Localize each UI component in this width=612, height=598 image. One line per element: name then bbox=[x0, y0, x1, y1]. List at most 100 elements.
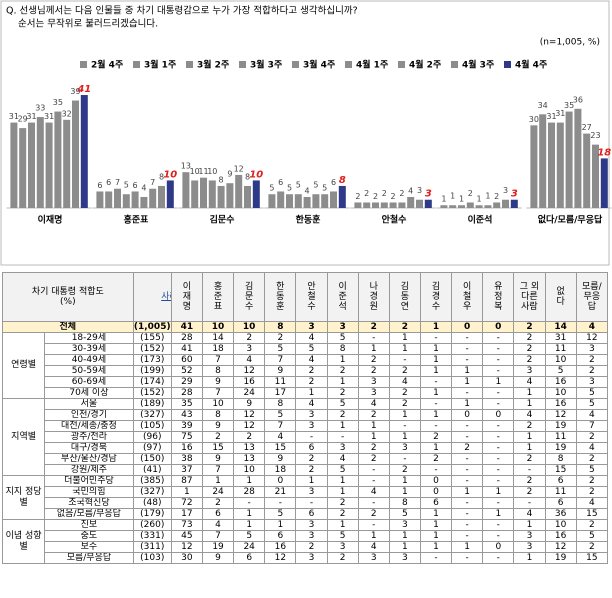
value-cell: 8 bbox=[264, 398, 297, 410]
header-text: 한동훈 bbox=[276, 282, 285, 312]
value-label: 5 bbox=[322, 184, 327, 193]
value-cell: 13 bbox=[233, 442, 266, 454]
value-cell: - bbox=[482, 354, 515, 366]
value-cell: 12 bbox=[544, 409, 577, 421]
value-cell: 21 bbox=[264, 486, 297, 498]
value-cell: 3 bbox=[295, 530, 328, 542]
row-label: 보수 bbox=[44, 541, 134, 553]
bar bbox=[574, 108, 582, 208]
value-cell: 2 bbox=[357, 508, 390, 520]
value-label: 1 bbox=[459, 195, 464, 204]
value-cell: - bbox=[482, 431, 515, 443]
value-cell: 2 bbox=[326, 387, 359, 399]
header-cell: 사례수 bbox=[132, 272, 172, 322]
value-cell: 2 bbox=[357, 453, 390, 465]
value-cell: 5 bbox=[388, 508, 421, 520]
value-cell: 3 bbox=[295, 486, 328, 498]
value-cell: 2 bbox=[513, 332, 546, 344]
value-label: 36 bbox=[573, 95, 583, 104]
header-cell: 이철우 bbox=[451, 272, 484, 322]
value-cell: 1 bbox=[201, 475, 235, 487]
value-cell: - bbox=[482, 552, 515, 564]
value-cell: 3 bbox=[326, 442, 359, 454]
value-cell: 1 bbox=[233, 508, 266, 520]
row-label: 광주/전라 bbox=[44, 431, 134, 443]
sample-size: (385) bbox=[132, 475, 172, 487]
data-row: 대구/경북 (97) 16 15 13 15 6 3 2 3 1 2-1 19 4 bbox=[3, 442, 609, 454]
value-cell: 36 bbox=[544, 508, 577, 520]
bar bbox=[330, 191, 337, 208]
value-cell: 5 bbox=[326, 530, 359, 542]
header-cell: 유정복 bbox=[482, 272, 515, 322]
value-cell: 1 bbox=[419, 354, 453, 366]
value-cell: - bbox=[482, 475, 515, 487]
value-cell: 5 bbox=[264, 409, 297, 421]
bar bbox=[363, 202, 371, 208]
value-cell: 2 bbox=[575, 475, 609, 487]
value-label: 2 bbox=[364, 189, 369, 198]
header-cell: 이재명 bbox=[170, 272, 203, 322]
value-cell: - bbox=[419, 332, 453, 344]
value-cell: 29 bbox=[170, 376, 203, 388]
bar bbox=[208, 180, 216, 208]
value-cell: 3 bbox=[388, 519, 421, 531]
value-cell: 7 bbox=[201, 530, 235, 542]
row-label: 조국혁신당 bbox=[44, 497, 134, 509]
sample-size: (174) bbox=[132, 376, 172, 388]
value-cell: 1 bbox=[513, 519, 546, 531]
value-cell: 7 bbox=[201, 464, 235, 476]
legend-label: 3월 1주 bbox=[144, 59, 176, 71]
group-label: 지역별 bbox=[1, 398, 46, 476]
value-cell: 11 bbox=[544, 431, 577, 443]
value-cell: - bbox=[419, 398, 453, 410]
value-label: 5 bbox=[269, 184, 274, 193]
value-cell: 3 bbox=[357, 387, 390, 399]
value-cell: 5 bbox=[575, 464, 609, 476]
value-cell: 2 bbox=[357, 354, 390, 366]
data-row: 50-59세 (199) 52 8 12 9 2 2 2 2 1 1-3 5 2 bbox=[3, 365, 609, 377]
value-cell: 10 bbox=[544, 519, 577, 531]
value-cell: 2 bbox=[326, 409, 359, 421]
sample-size: (150) bbox=[132, 453, 172, 465]
value-label: 6 bbox=[331, 178, 336, 187]
sample-size: (48) bbox=[132, 497, 172, 509]
value-label: 31 bbox=[26, 112, 36, 121]
value-cell: 1 bbox=[357, 530, 390, 542]
value-label: 4 bbox=[141, 183, 146, 192]
value-cell: 10 bbox=[233, 321, 266, 333]
value-cell: 0 bbox=[482, 321, 515, 333]
value-cell: 10 bbox=[544, 387, 577, 399]
value-cell: 19 bbox=[544, 442, 577, 454]
value-cell: 12 bbox=[233, 420, 266, 432]
value-cell: 1 bbox=[451, 376, 484, 388]
value-label: 11 bbox=[198, 167, 208, 176]
value-cell: - bbox=[482, 453, 515, 465]
legend-swatch bbox=[292, 61, 299, 68]
header-text: 김경수 bbox=[431, 282, 441, 312]
value-cell: 4 bbox=[513, 508, 546, 520]
value-cell: 10 bbox=[201, 321, 235, 333]
header-cell: 안철수 bbox=[295, 272, 328, 322]
value-cell: 41 bbox=[170, 343, 203, 355]
value-cell: - bbox=[357, 464, 390, 476]
value-label: 1 bbox=[441, 195, 446, 204]
header-text: 차기 대통령 적합도 (%) bbox=[31, 287, 104, 307]
data-row: 조국혁신당 (48) 72 2- - -2-8 6- - -6 4 bbox=[3, 497, 609, 509]
sample-size: (155) bbox=[132, 332, 172, 344]
value-cell: 16 bbox=[170, 442, 203, 454]
bar bbox=[458, 205, 465, 208]
row-label: 서울 bbox=[44, 398, 134, 410]
value-label: 12 bbox=[234, 164, 244, 173]
value-label: 5 bbox=[296, 181, 301, 190]
value-cell: 11 bbox=[544, 486, 577, 498]
bar bbox=[166, 180, 174, 208]
value-cell: 1 bbox=[233, 519, 266, 531]
value-cell: 1 bbox=[388, 343, 421, 355]
header-text: 사례수 bbox=[161, 292, 170, 302]
value-cell: 2 bbox=[295, 453, 328, 465]
value-cell: - bbox=[451, 530, 484, 542]
value-label: 31 bbox=[44, 112, 54, 121]
data-row: 40-49세 (173) 60 7 4 7 4 1 2-1- -2 10 2 bbox=[3, 354, 609, 366]
value-label: 8 bbox=[245, 172, 250, 181]
value-cell: 13 bbox=[233, 453, 266, 465]
